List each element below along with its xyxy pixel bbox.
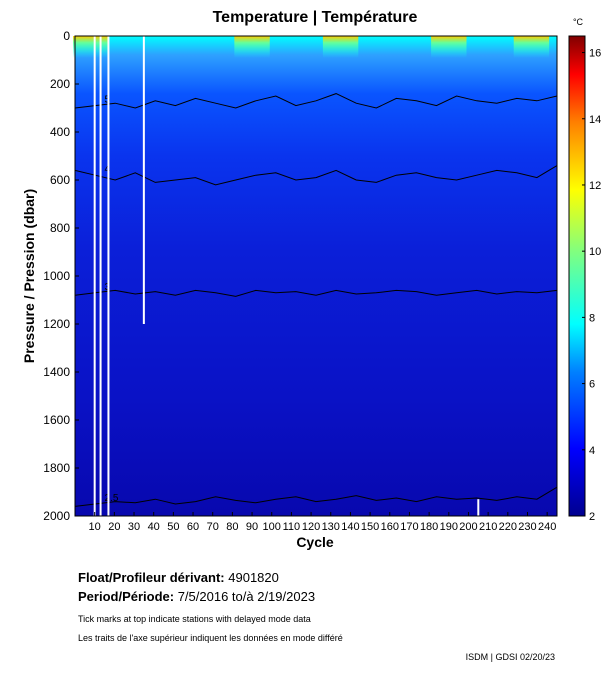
x-tick-label: 200 <box>459 521 477 533</box>
y-tick-label: 400 <box>50 125 70 139</box>
x-tick-label: 160 <box>381 521 399 533</box>
x-tick-label: 220 <box>499 521 517 533</box>
colorbar-tick-label: 8 <box>589 312 595 324</box>
contour-line-4 <box>74 165 558 186</box>
x-tick-label: 100 <box>263 521 281 533</box>
colorbar-tick-label: 14 <box>589 114 601 126</box>
x-tick-label: 70 <box>207 521 219 533</box>
x-tick-label: 180 <box>420 521 438 533</box>
y-tick-label: 1200 <box>43 317 70 331</box>
note-french: Les traits de l'axe supérieur indiquent … <box>78 633 343 643</box>
float-value: 4901820 <box>228 570 279 585</box>
y-tick-label: 0 <box>63 29 70 43</box>
surface-warm-patch <box>234 36 270 58</box>
credit-line: ISDM | GDSI 02/20/23 <box>465 652 555 662</box>
x-tick-label: 230 <box>518 521 536 533</box>
surface-warm-patch <box>73 36 109 58</box>
contour-line-2-5 <box>74 486 558 507</box>
x-axis: 10 20 30 40 50 60 70 80 90 100 110 120 130 140 150 160 1… <box>89 512 556 533</box>
x-tick-label: 80 <box>226 521 238 533</box>
period-label: Period/Période: <box>78 589 175 604</box>
y-axis: 0 200 400 600 800 1000 1200 1400 1600 1800 2000 <box>43 29 79 523</box>
x-tick-label: 30 <box>128 521 140 533</box>
colorbar-gradient <box>568 35 586 517</box>
surface-warm-patch <box>322 36 359 58</box>
x-tick-label: 190 <box>440 521 458 533</box>
x-axis-label: Cycle <box>296 534 334 550</box>
x-tick-label: 170 <box>400 521 418 533</box>
x-tick-label: 10 <box>89 521 101 533</box>
x-tick-label: 140 <box>341 521 359 533</box>
surface-warm-patch <box>431 36 467 58</box>
surface-warm-patch <box>513 36 550 58</box>
colorbar-tick-label: 4 <box>589 445 595 457</box>
colorbar-tick-label: 12 <box>589 180 601 192</box>
y-tick-label: 1600 <box>43 413 70 427</box>
x-tick-label: 150 <box>361 521 379 533</box>
float-label: Float/Profileur dérivant: <box>78 570 225 585</box>
x-tick-label: 240 <box>538 521 556 533</box>
y-tick-label: 600 <box>50 173 70 187</box>
x-tick-label: 90 <box>246 521 258 533</box>
y-tick-label: 2000 <box>43 509 70 523</box>
x-tick-label: 210 <box>479 521 497 533</box>
note-english: Tick marks at top indicate stations with… <box>78 614 311 624</box>
contour-label: 2.5 <box>105 493 119 504</box>
contour-line-3 <box>74 289 558 297</box>
float-info: Float/Profileur dérivant: 4901820 <box>78 570 279 585</box>
colorbar-tick-label: 10 <box>589 246 601 258</box>
y-tick-label: 800 <box>50 221 70 235</box>
x-tick-label: 20 <box>108 521 120 533</box>
colorbar-ticks: 2 4 6 8 10 12 14 16 <box>582 48 601 523</box>
colorbar-unit: °C <box>573 17 584 27</box>
colorbar-tick-label: 6 <box>589 379 595 391</box>
chart-title: Temperature | Température <box>213 9 418 26</box>
y-tick-label: 1400 <box>43 365 70 379</box>
period-info: Period/Période: 7/5/2016 to/à 2/19/2023 <box>78 589 315 604</box>
missing-profile-gaps <box>93 36 480 516</box>
x-tick-label: 40 <box>148 521 160 533</box>
y-tick-label: 1000 <box>43 269 70 283</box>
x-tick-label: 120 <box>302 521 320 533</box>
x-tick-label: 60 <box>187 521 199 533</box>
y-tick-label: 1800 <box>43 461 70 475</box>
y-axis-label: Pressure / Pression (dbar) <box>21 189 37 363</box>
colorbar: 2 4 6 8 10 12 14 16 °C <box>568 17 601 523</box>
y-tick-label: 200 <box>50 77 70 91</box>
colorbar-tick-label: 2 <box>589 511 595 523</box>
colorbar-tick-label: 16 <box>589 48 601 60</box>
plot-area: 432.55 <box>73 35 558 517</box>
x-tick-label: 130 <box>322 521 340 533</box>
period-value: 7/5/2016 to/à 2/19/2023 <box>177 589 316 604</box>
x-tick-label: 50 <box>167 521 179 533</box>
heatmap-field <box>75 36 557 516</box>
contour-line-5 <box>74 93 558 109</box>
x-tick-label: 110 <box>283 521 301 533</box>
